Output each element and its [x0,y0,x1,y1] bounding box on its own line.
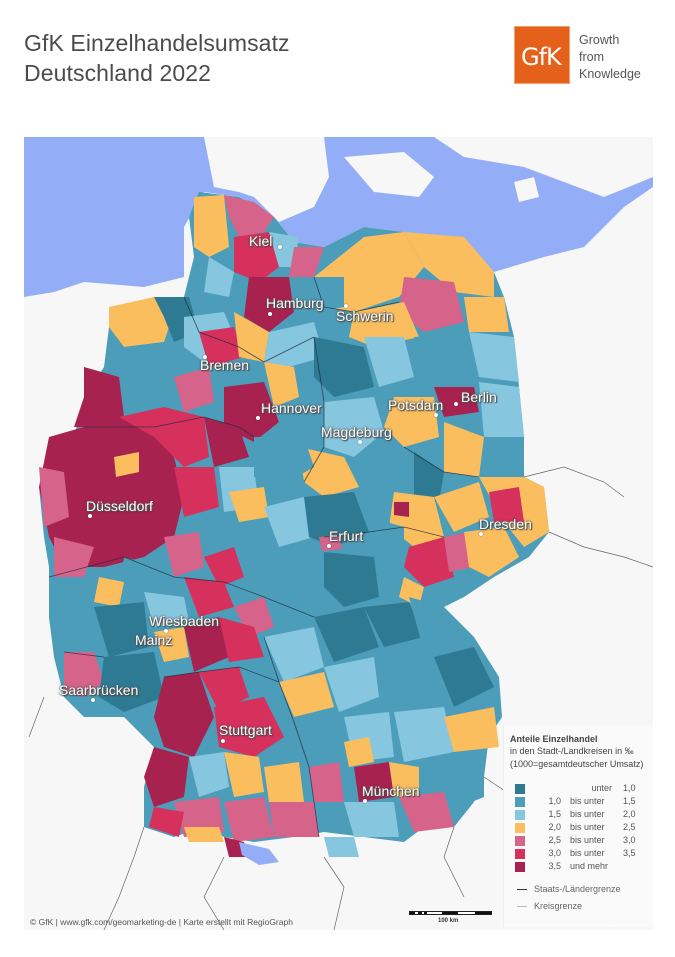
credits: © GfK | www.gfk.com/geomarketing-de | Ka… [30,917,293,927]
title-line-1: GfK Einzelhandelsumsatz [24,30,290,56]
line-icon [517,906,527,907]
city-dot [278,245,282,249]
city-label-stuttgart: Stuttgart [219,722,272,738]
city-dot [434,413,438,417]
city-dot [164,629,168,633]
city-dot [479,532,483,536]
city-dot [268,312,272,316]
city-dot [256,416,260,420]
legend-class: 2,5 bis unter 3,0 [510,835,653,848]
legend-title: Anteile Einzelhandel [510,734,598,744]
city-label-muenchen: München [362,783,420,799]
page-title: GfK Einzelhandelsumsatz Deutschland 2022 [24,28,290,88]
legend-swatch [515,823,525,833]
city-dot [221,739,225,743]
city-label-wiesbaden: Wiesbaden [149,613,220,629]
city-label-dresden: Dresden [479,516,532,532]
legend-swatch [515,797,525,807]
city-label-magdeburg: Magdeburg [321,424,392,440]
legend-state-border: Staats-/Ländergrenze [510,882,653,899]
city-label-duesseldorf: Düsseldorf [86,498,153,514]
city-label-hannover: Hannover [261,400,322,416]
city-dot [327,544,331,548]
logo-box: GfK [514,26,570,84]
city-label-schwerin: Schwerin [336,308,394,324]
legend-class: 3,0 bis unter 3,5 [510,848,653,861]
legend-class: 2,0 bis unter 2,5 [510,822,653,835]
legend-swatch [515,784,525,794]
city-label-mainz: Mainz [135,632,173,648]
sea [24,137,653,297]
city-dot [344,304,348,308]
scale-bar: 100 km [409,911,492,925]
legend: Anteile Einzelhandel in den Stadt-/Landk… [503,725,653,927]
city-dot [88,514,92,518]
legend-class: 1,5 bis unter 2,0 [510,809,653,822]
legend-swatch [515,836,525,846]
legend-district-border: Kreisgrenze [510,899,653,916]
city-dot [358,440,362,444]
city-label-hamburg: Hamburg [266,295,324,311]
choropleth-map: Kiel Hamburg Schwerin Bremen Hannover Po… [24,137,653,930]
map-svg [24,137,653,930]
gfk-logo: GfK Growth from Knowledge [514,26,656,88]
legend-class: 3,5 und mehr [510,861,653,874]
legend-classes: unter 1,0 1,0 bis unter 1,5 1,5 bis unte… [510,783,653,874]
city-dot [91,698,95,702]
city-dot [363,799,367,803]
legend-swatch [515,849,525,859]
legend-class: 1,0 bis unter 1,5 [510,796,653,809]
city-label-erfurt: Erfurt [329,528,364,544]
legend-subtitle-2: (1000=gesamtdeutscher Umsatz) [510,759,644,769]
city-label-berlin: Berlin [461,389,497,405]
bodensee [239,842,279,865]
legend-subtitle-1: in den Stadt-/Landkreisen in ‰ [510,746,634,756]
scandinavia [204,137,329,222]
scale-label: 100 km [438,918,459,924]
logo-text: GfK [521,43,562,71]
city-dot [203,355,207,359]
legend-class: unter 1,0 [510,783,653,796]
city-dot [454,402,458,406]
city-label-saarbruecken: Saarbrücken [59,682,139,698]
logo-tagline: Growth from Knowledge [579,33,641,81]
scale-bar-graphic [409,911,492,915]
line-icon [517,889,527,890]
city-label-kiel: Kiel [249,233,273,249]
city-label-potsdam: Potsdam [388,397,444,413]
city-label-bremen: Bremen [200,357,250,373]
legend-swatch [515,862,525,872]
title-line-2: Deutschland 2022 [24,60,212,86]
legend-swatch [515,810,525,820]
